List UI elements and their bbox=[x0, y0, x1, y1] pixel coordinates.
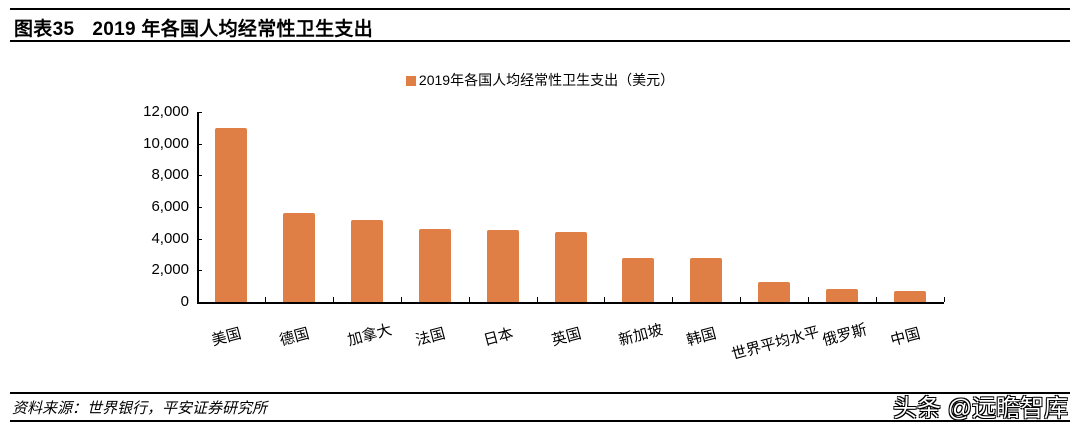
footer-bottom-rule bbox=[10, 420, 1070, 422]
x-tick bbox=[808, 297, 810, 302]
x-category-label: 中国 bbox=[888, 325, 923, 350]
x-category-label: 美国 bbox=[209, 325, 244, 350]
y-tick-label: 6,000 bbox=[151, 198, 189, 215]
chart-legend: 2019年各国人均经常性卫生支出（美元） bbox=[0, 70, 1080, 90]
bar-2 bbox=[350, 219, 383, 302]
y-tick bbox=[197, 175, 202, 177]
header-top-rule bbox=[10, 8, 1070, 10]
x-category-label: 英国 bbox=[549, 325, 583, 350]
y-tick bbox=[197, 143, 202, 145]
x-category-label: 法国 bbox=[413, 325, 447, 350]
x-axis-line bbox=[197, 302, 944, 304]
bar-1 bbox=[282, 213, 315, 302]
y-tick-label: 8,000 bbox=[151, 166, 189, 184]
bar-4 bbox=[486, 230, 519, 302]
y-tick-label: 0 bbox=[180, 293, 189, 310]
bar-5 bbox=[554, 232, 587, 302]
x-tick bbox=[876, 297, 878, 302]
y-tick bbox=[197, 302, 202, 303]
x-category-label: 加拿大 bbox=[345, 321, 394, 350]
x-tick bbox=[672, 297, 674, 302]
x-tick bbox=[264, 297, 266, 302]
watermark: 头条 @远瞻智库 bbox=[892, 395, 1068, 422]
figure-number: 图表35 bbox=[14, 19, 75, 40]
bar-10 bbox=[894, 290, 927, 302]
x-tick bbox=[604, 297, 606, 302]
x-tick bbox=[944, 297, 945, 302]
x-category-label: 俄罗斯 bbox=[820, 321, 869, 350]
bar-6 bbox=[622, 257, 655, 302]
bar-8 bbox=[758, 281, 791, 302]
source-note: 资料来源：世界银行，平安证券研究所 bbox=[12, 400, 268, 417]
figure-title-text: 2019 年各国人均经常性卫生支出 bbox=[92, 19, 373, 40]
x-category-label: 世界平均水平 bbox=[729, 323, 822, 364]
bar-7 bbox=[690, 257, 723, 302]
legend-label: 2019年各国人均经常性卫生支出（美元） bbox=[418, 72, 675, 88]
x-category-label: 韩国 bbox=[685, 325, 719, 350]
y-tick-label: 12,000 bbox=[143, 103, 189, 120]
x-tick bbox=[740, 297, 742, 302]
x-tick bbox=[332, 297, 334, 302]
x-tick bbox=[536, 297, 538, 302]
bar-9 bbox=[826, 289, 859, 302]
y-tick bbox=[197, 207, 202, 208]
bar-3 bbox=[418, 229, 451, 302]
y-tick-label: 2,000 bbox=[151, 261, 189, 279]
x-category-label: 新加坡 bbox=[617, 321, 666, 350]
y-tick-label: 10,000 bbox=[143, 134, 189, 152]
x-category-label: 日本 bbox=[481, 325, 515, 350]
x-tick bbox=[400, 297, 402, 302]
legend-swatch bbox=[405, 76, 416, 86]
y-tick bbox=[197, 112, 202, 113]
x-tick bbox=[468, 297, 470, 302]
x-category-label: 德国 bbox=[277, 325, 312, 350]
y-tick-label: 4,000 bbox=[151, 229, 189, 247]
y-tick bbox=[197, 238, 202, 240]
figure-title: 图表35 2019 年各国人均经常性卫生支出 bbox=[14, 14, 373, 41]
header-bottom-rule bbox=[10, 40, 1070, 42]
y-tick bbox=[197, 270, 202, 272]
footer-top-rule bbox=[10, 392, 1070, 394]
bar-0 bbox=[214, 127, 247, 302]
